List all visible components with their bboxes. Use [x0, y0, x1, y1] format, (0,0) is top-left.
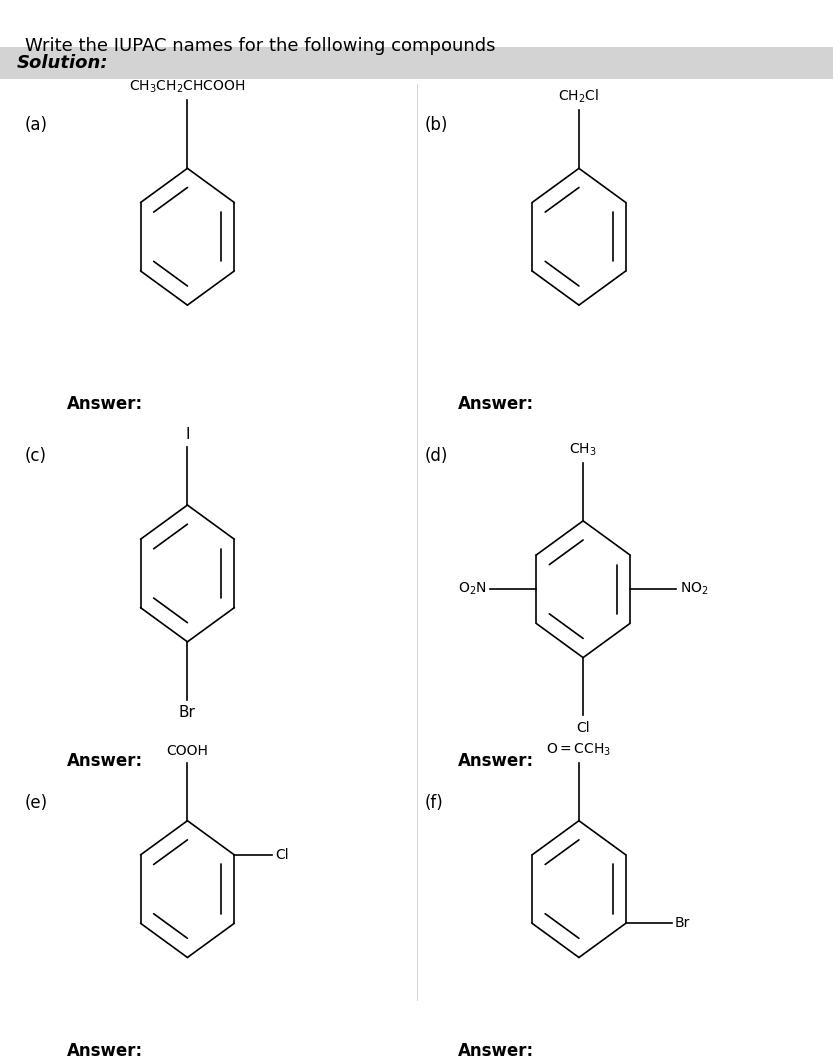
Text: (b): (b)	[425, 116, 448, 134]
Text: Solution:: Solution:	[17, 54, 108, 72]
Text: COOH: COOH	[167, 743, 208, 757]
Text: Write the IUPAC names for the following compounds: Write the IUPAC names for the following …	[25, 37, 496, 55]
Text: O$=$CCH$_3$: O$=$CCH$_3$	[546, 741, 611, 757]
Text: (a): (a)	[25, 116, 48, 134]
Text: Answer:: Answer:	[458, 752, 534, 770]
Text: Br: Br	[675, 917, 691, 930]
Text: Answer:: Answer:	[458, 395, 534, 412]
Text: (e): (e)	[25, 794, 48, 812]
Text: I: I	[185, 427, 190, 442]
Text: CH$_3$CH$_2$CHCOOH: CH$_3$CH$_2$CHCOOH	[129, 79, 246, 95]
FancyBboxPatch shape	[0, 48, 833, 79]
Text: CH$_2$Cl: CH$_2$Cl	[558, 88, 600, 105]
Text: Answer:: Answer:	[67, 1042, 142, 1060]
Text: CH$_3$: CH$_3$	[569, 442, 597, 458]
Text: Cl: Cl	[576, 721, 590, 735]
Text: Cl: Cl	[275, 847, 289, 862]
Text: Br: Br	[179, 705, 196, 720]
Text: (d): (d)	[425, 447, 448, 465]
Text: Answer:: Answer:	[458, 1042, 534, 1060]
Text: (f): (f)	[425, 794, 444, 812]
Text: O$_2$N: O$_2$N	[457, 581, 486, 598]
Text: NO$_2$: NO$_2$	[680, 581, 709, 598]
Text: Answer:: Answer:	[67, 395, 142, 412]
Text: Answer:: Answer:	[67, 752, 142, 770]
Text: (c): (c)	[25, 447, 47, 465]
